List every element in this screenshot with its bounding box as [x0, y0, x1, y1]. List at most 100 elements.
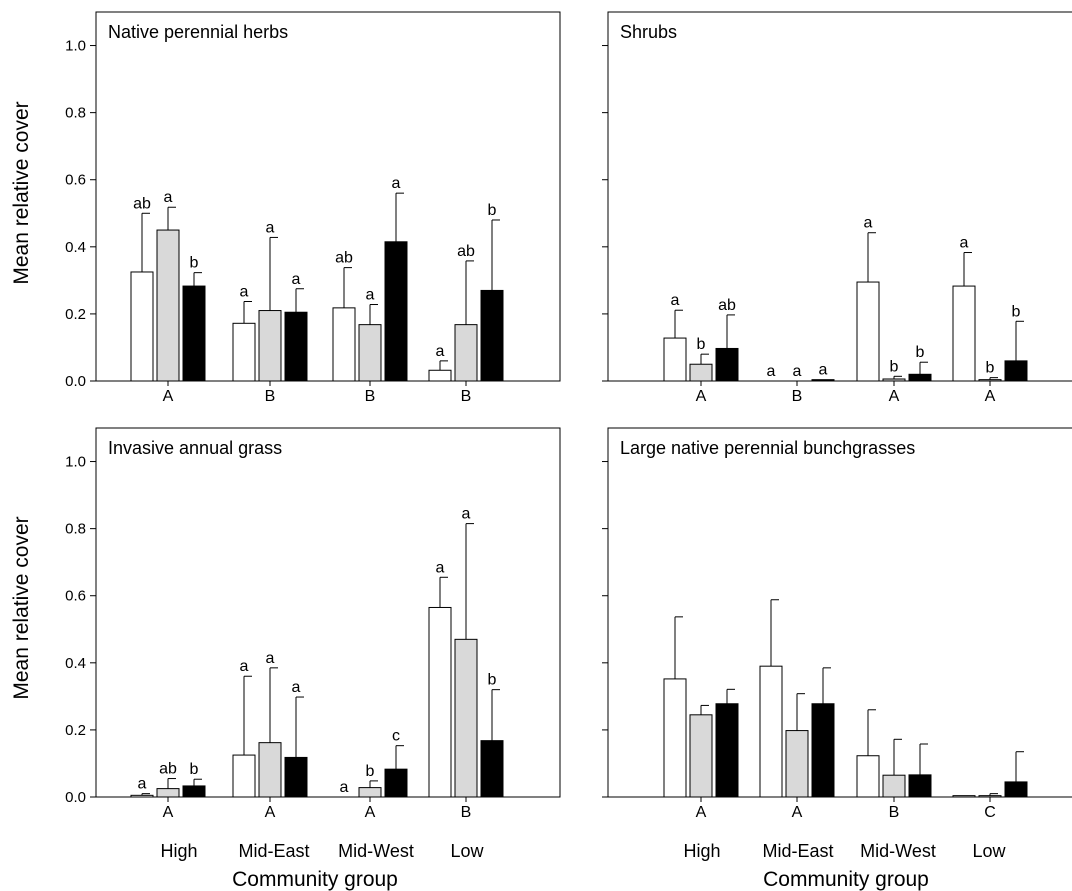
significance-letter: b — [986, 360, 995, 377]
bar — [358, 324, 382, 382]
bar — [156, 788, 180, 798]
bar — [785, 730, 809, 798]
plot-frame — [95, 11, 561, 382]
bar — [1004, 360, 1028, 382]
significance-letter: a — [819, 362, 828, 379]
bar — [232, 754, 256, 798]
plot-frame — [607, 427, 1072, 798]
group-letter: A — [889, 388, 900, 405]
y-tick-label: 0.8 — [65, 521, 86, 538]
significance-letter: a — [793, 363, 802, 380]
bar — [856, 281, 880, 382]
y-tick-label: 0.4 — [65, 655, 86, 672]
bar — [759, 665, 783, 798]
group-letter: B — [792, 388, 803, 405]
significance-letter: b — [916, 344, 925, 361]
bar — [358, 787, 382, 798]
bar — [384, 241, 408, 382]
significance-letter: a — [266, 219, 275, 236]
significance-letter: a — [462, 506, 471, 523]
panel-title: Invasive annual grass — [108, 438, 282, 458]
plot-frame — [95, 427, 561, 798]
bar — [284, 311, 308, 382]
bar — [952, 795, 976, 798]
bar — [952, 285, 976, 382]
panel-title: Shrubs — [620, 22, 677, 42]
significance-letter: ab — [457, 243, 475, 260]
group-letter: B — [265, 388, 276, 405]
y-tick-label: 1.0 — [65, 454, 86, 471]
bar — [258, 742, 282, 798]
y-tick-label: 0.2 — [65, 306, 86, 323]
bar — [480, 289, 504, 382]
y-tick-label: 0.0 — [65, 789, 86, 806]
bar — [882, 378, 906, 382]
y-axis-label-top: Mean relative cover — [10, 101, 33, 284]
panel-invasive-annual-grass: 0.0 0.2 0.4 0.6 0.8 1.0 Invasive annual grass A… — [65, 427, 561, 821]
bar — [232, 322, 256, 382]
x-axis-label-right: Community group — [763, 868, 929, 891]
significance-letter: a — [240, 283, 249, 300]
category-label: Low — [450, 841, 484, 861]
bar — [384, 768, 408, 798]
group-letter: B — [889, 804, 900, 821]
significance-letter: a — [392, 175, 401, 192]
bar — [284, 756, 308, 798]
plot-frame — [607, 11, 1072, 382]
bar — [811, 379, 835, 382]
significance-letter: b — [190, 761, 199, 778]
significance-letter: b — [488, 202, 497, 219]
bar — [715, 703, 739, 798]
group-letter: A — [365, 804, 376, 821]
y-axis-label-bottom: Mean relative cover — [10, 516, 33, 699]
y-tick-label: 0.0 — [65, 373, 86, 390]
category-label: Mid-West — [338, 841, 414, 861]
bar — [663, 337, 687, 382]
x-axis-label-left: Community group — [232, 868, 398, 891]
significance-letter: a — [436, 343, 445, 360]
bar — [182, 785, 206, 798]
significance-letter: a — [767, 363, 776, 380]
bar — [454, 324, 478, 382]
category-label: Mid-West — [860, 841, 936, 861]
bar — [978, 379, 1002, 382]
category-label: High — [683, 841, 720, 861]
bar — [715, 347, 739, 382]
group-letter: A — [792, 804, 803, 821]
group-letter: A — [163, 804, 174, 821]
bar — [258, 310, 282, 382]
significance-letter: a — [292, 271, 301, 288]
panel-title: Large native perennial bunchgrasses — [620, 438, 915, 458]
bar — [130, 271, 154, 382]
group-letter: B — [365, 388, 376, 405]
y-tick-label: 0.6 — [65, 588, 86, 605]
group-letter: A — [696, 388, 707, 405]
significance-letter: a — [164, 189, 173, 206]
bar — [811, 703, 835, 798]
significance-letter: b — [366, 763, 375, 780]
bar — [689, 363, 713, 382]
category-label: Mid-East — [238, 841, 309, 861]
significance-letter: ab — [159, 761, 177, 778]
y-tick-label: 1.0 — [65, 38, 86, 55]
bar — [689, 714, 713, 798]
category-label: Low — [972, 841, 1006, 861]
significance-letter: a — [960, 235, 969, 252]
bar — [978, 795, 1002, 798]
significance-letter: a — [292, 679, 301, 696]
group-letter: A — [985, 388, 996, 405]
bar — [856, 755, 880, 798]
y-tick-label: 0.4 — [65, 239, 86, 256]
group-letter: A — [265, 804, 276, 821]
significance-letter: a — [366, 287, 375, 304]
significance-letter: b — [488, 672, 497, 689]
bar — [1004, 781, 1028, 798]
bar — [332, 307, 356, 382]
category-labels-right: High Mid-East Mid-West Low — [683, 841, 1006, 861]
category-label: Mid-East — [762, 841, 833, 861]
group-letter: A — [163, 388, 174, 405]
y-tick-label: 0.6 — [65, 172, 86, 189]
significance-letter: ab — [718, 297, 736, 314]
